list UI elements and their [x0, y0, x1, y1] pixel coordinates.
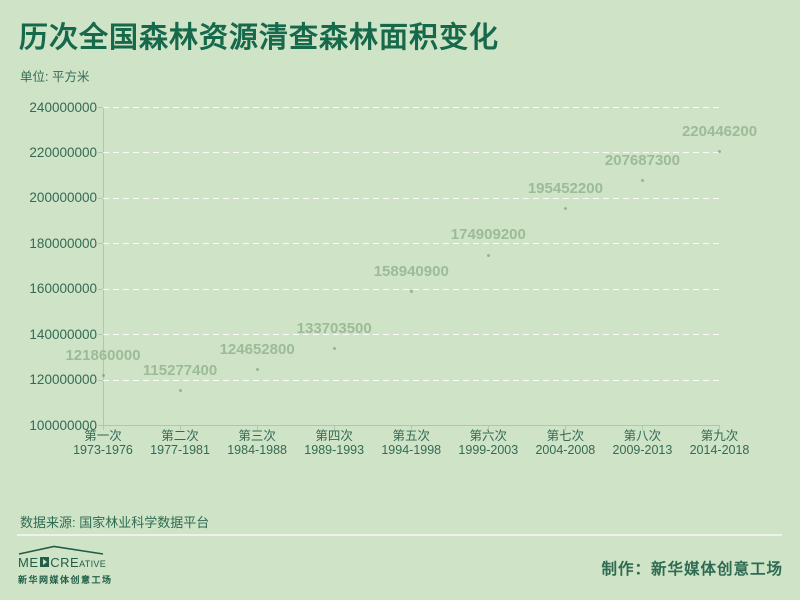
x-tick-mark: [564, 426, 566, 430]
y-tick-label: 160000000: [29, 281, 97, 297]
data-point-label: 207687300: [604, 151, 680, 169]
data-source-label: 数据来源: 国家林业科学数据平台: [20, 515, 210, 530]
x-tick-name: 第九次: [700, 429, 739, 443]
y-gridline: [103, 152, 719, 154]
y-tick-label: 100000000: [29, 417, 97, 433]
logo-subtext: 新华网媒体创意工场: [18, 575, 113, 585]
media-creative-logo: ME CRE ATIVE 新华网媒体创意工场: [18, 545, 113, 586]
x-tick-label: 第七次 2004-2008: [520, 429, 610, 457]
x-tick-years: 2009-2013: [612, 443, 673, 457]
data-point-dot: [718, 150, 721, 154]
x-tick-mark: [256, 426, 258, 430]
y-tick-label: 240000000: [29, 99, 97, 115]
data-point-dot: [101, 374, 105, 378]
logo-text-large: CRE: [50, 554, 80, 570]
data-point-dot: [178, 389, 182, 393]
data-point-label: 121860000: [65, 346, 141, 364]
x-tick-years: 1973-1976: [73, 443, 133, 457]
x-tick-name: 第一次: [84, 429, 122, 443]
x-tick-label: 第四次 1989-1993: [289, 429, 379, 457]
x-tick-mark: [719, 426, 720, 430]
y-tick-mark: [98, 152, 103, 154]
y-gridline: [103, 197, 719, 199]
data-point-dot: [640, 179, 644, 183]
footer-divider: [17, 534, 782, 536]
y-tick-mark: [98, 379, 103, 381]
x-tick-label: 第六次 1999-2003: [443, 429, 533, 457]
x-tick-name: 第六次: [469, 429, 508, 443]
data-point-label: 124652800: [219, 340, 295, 358]
x-tick-years: 1994-1998: [381, 443, 442, 457]
x-tick-mark: [410, 426, 412, 430]
x-tick-years: 2004-2008: [535, 443, 596, 457]
unit-label: 单位: 平方米: [20, 70, 90, 84]
data-point-dot: [255, 368, 259, 371]
y-tick-label: 200000000: [29, 190, 97, 206]
x-tick-name: 第二次: [161, 429, 199, 443]
y-gridline: [103, 379, 719, 381]
x-tick-label: 第九次 2014-2018: [675, 429, 765, 457]
x-tick-name: 第七次: [546, 429, 585, 443]
logo-wordmark: ME CRE ATIVE: [18, 555, 106, 569]
data-point-label: 158940900: [373, 262, 449, 280]
x-tick-name: 第三次: [238, 429, 276, 443]
data-point-dot: [332, 347, 336, 351]
y-tick-label: 120000000: [29, 372, 97, 388]
y-tick-label: 140000000: [29, 326, 97, 342]
x-tick-years: 2014-2018: [689, 443, 750, 457]
logo-roof-icon: [18, 545, 104, 555]
y-gridline: [103, 288, 719, 290]
x-tick-label: 第二次 1977-1981: [135, 429, 225, 457]
data-point-label: 133703500: [296, 319, 372, 337]
credit-label: 制作：新华媒体创意工场: [601, 561, 783, 578]
y-gridline: [103, 243, 719, 245]
x-tick-mark: [102, 426, 104, 430]
logo-text-pre: ME: [18, 554, 39, 570]
logo-text-small: ATIVE: [79, 559, 106, 569]
y-tick-mark: [98, 425, 103, 426]
x-tick-label: 第五次 1994-1998: [366, 429, 456, 457]
x-tick-label: 第一次 1973-1976: [58, 429, 148, 457]
x-tick-years: 1989-1993: [304, 443, 365, 457]
y-tick-label: 180000000: [29, 235, 97, 251]
y-gridline: [103, 334, 719, 336]
x-tick-name: 第八次: [623, 429, 662, 443]
y-axis-spine: [103, 107, 104, 426]
x-tick-label: 第八次 2009-2013: [597, 429, 687, 457]
x-axis-spine: [103, 425, 720, 426]
x-tick-mark: [333, 426, 335, 430]
data-point-label: 195452200: [527, 179, 603, 197]
data-point-label: 115277400: [142, 361, 218, 379]
x-tick-mark: [179, 426, 181, 430]
data-point-label: 174909200: [450, 226, 526, 244]
x-tick-name: 第四次: [315, 429, 353, 443]
y-tick-mark: [98, 197, 103, 199]
y-gridline: [103, 107, 719, 108]
data-point-label: 220446200: [681, 122, 758, 140]
page-title: 历次全国森林资源清查森林面积变化: [19, 22, 500, 54]
play-icon: [39, 557, 50, 567]
x-tick-years: 1977-1981: [150, 443, 210, 457]
data-point-dot: [563, 207, 567, 211]
y-tick-mark: [98, 107, 103, 108]
y-tick-mark: [98, 243, 103, 245]
x-tick-years: 1999-2003: [458, 443, 519, 457]
data-point-dot: [409, 290, 413, 294]
x-tick-label: 第三次 1984-1988: [212, 429, 302, 457]
y-tick-mark: [98, 334, 103, 336]
x-tick-name: 第五次: [392, 429, 430, 443]
x-tick-years: 1984-1988: [227, 443, 288, 457]
data-point-dot: [486, 253, 490, 257]
x-tick-mark: [641, 426, 643, 430]
y-tick-label: 220000000: [29, 144, 97, 160]
y-tick-mark: [98, 288, 103, 290]
x-tick-mark: [487, 426, 489, 430]
